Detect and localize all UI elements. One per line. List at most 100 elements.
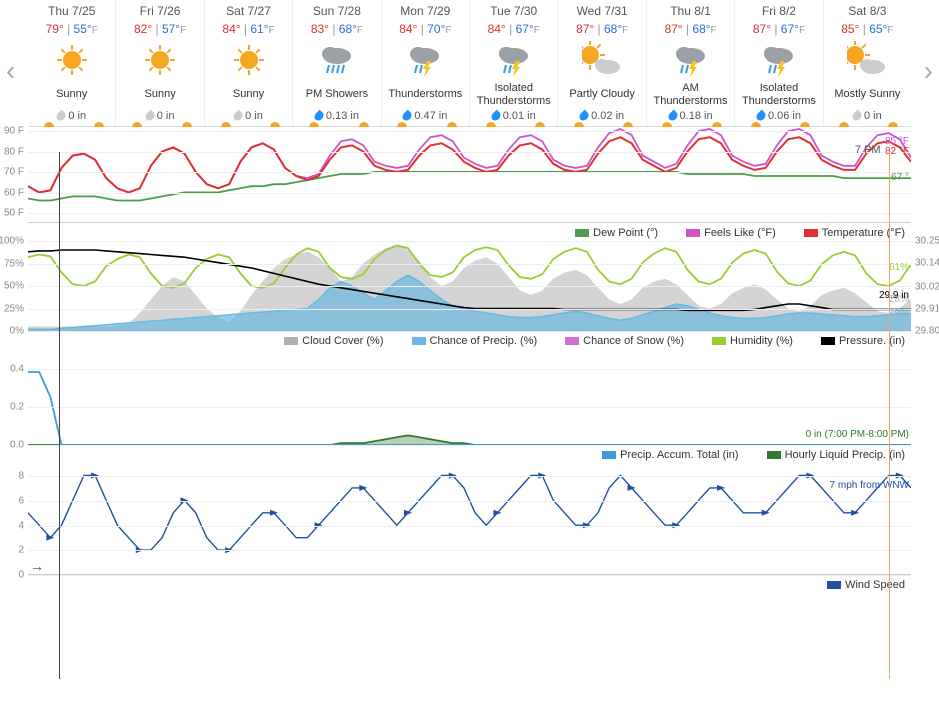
svg-text:→: → bbox=[30, 558, 44, 574]
legend-swatch bbox=[575, 229, 589, 237]
precip-amount: 0.47 in bbox=[384, 110, 467, 122]
end-time-marker bbox=[889, 152, 890, 679]
precip-drop-icon bbox=[313, 110, 326, 123]
chart: 0%25%50%75%100%29.8029.9130.0230.1430.25… bbox=[28, 241, 911, 331]
prev-arrow[interactable]: ‹ bbox=[6, 55, 15, 87]
temp-lo: 68° bbox=[604, 22, 622, 36]
day-temps: 79° | 55°F bbox=[30, 22, 113, 36]
legend-swatch bbox=[412, 337, 426, 345]
y-tick: 75% bbox=[4, 258, 24, 269]
precip-amount: 0 in bbox=[118, 110, 201, 122]
temp-lo: 70° bbox=[427, 22, 445, 36]
day-date: Thu 7/25 bbox=[30, 4, 113, 18]
day-temps: 82° | 57°F bbox=[118, 22, 201, 36]
precip-drop-icon bbox=[232, 110, 245, 123]
day-card[interactable]: Thu 7/25 79° | 55°F Sunny 0 in bbox=[28, 0, 116, 126]
y-tick: 8 bbox=[18, 470, 24, 481]
day-date: Fri 7/26 bbox=[118, 4, 201, 18]
precip-amount: 0.06 in bbox=[737, 110, 820, 122]
legend-item: Chance of Snow (%) bbox=[551, 335, 684, 347]
chart-legend: Dew Point (°)Feels Like (°F)Temperature … bbox=[28, 223, 911, 241]
temp-hi: 82° bbox=[134, 22, 152, 36]
condition-label: Isolated Thunderstorms bbox=[737, 82, 820, 108]
day-temps: 84° | 61°F bbox=[207, 22, 290, 36]
day-date: Sat 8/3 bbox=[826, 4, 909, 18]
temp-hi: 87° bbox=[753, 22, 771, 36]
series-end-label: 61% bbox=[889, 262, 909, 273]
temp-hi: 87° bbox=[664, 22, 682, 36]
day-date: Mon 7/29 bbox=[384, 4, 467, 18]
temp-hi: 85° bbox=[841, 22, 859, 36]
day-card[interactable]: Sun 7/28 83° | 68°F PM Showers 0.13 in bbox=[293, 0, 381, 126]
y-tick: 80 F bbox=[4, 146, 24, 157]
legend-swatch bbox=[827, 581, 841, 589]
y-tick: 0.0 bbox=[10, 440, 24, 451]
precip-drop-icon bbox=[55, 110, 68, 123]
legend-swatch bbox=[565, 337, 579, 345]
chart: 50 F60 F70 F80 F90 F 85 °F82 °F67 ° bbox=[28, 127, 911, 223]
legend-swatch bbox=[821, 337, 835, 345]
weather-icon bbox=[472, 40, 555, 80]
day-temps: 87° | 68°F bbox=[560, 22, 643, 36]
next-arrow[interactable]: › bbox=[924, 55, 933, 87]
weather-icon bbox=[649, 40, 732, 80]
y-tick: 6 bbox=[18, 495, 24, 506]
precip-amount: 0.02 in bbox=[560, 110, 643, 122]
series-end-label: 29.9 in bbox=[879, 290, 909, 301]
day-temps: 84° | 67°F bbox=[472, 22, 555, 36]
condition-label: Sunny bbox=[30, 82, 113, 108]
temp-lo: 68° bbox=[692, 22, 710, 36]
y-tick: 25% bbox=[4, 303, 24, 314]
chart: 02468 →7 mph from WNW bbox=[28, 463, 911, 575]
temp-hi: 83° bbox=[311, 22, 329, 36]
day-temps: 85° | 65°F bbox=[826, 22, 909, 36]
series-end-label: 19% bbox=[889, 308, 909, 319]
legend-item: Wind Speed bbox=[813, 579, 905, 591]
precip-amount: 0 in bbox=[826, 110, 909, 122]
legend-item: Hourly Liquid Precip. (in) bbox=[753, 449, 905, 461]
legend-swatch bbox=[804, 229, 818, 237]
condition-label: Isolated Thunderstorms bbox=[472, 82, 555, 108]
temp-hi: 87° bbox=[576, 22, 594, 36]
y-tick-right: 29.80 bbox=[915, 326, 939, 337]
day-card[interactable]: Sat 7/27 84° | 61°F Sunny 0 in bbox=[205, 0, 293, 126]
day-card[interactable]: Sat 8/3 85° | 65°F Mostly Sunny 0 in bbox=[824, 0, 911, 126]
legend-item: Chance of Precip. (%) bbox=[398, 335, 538, 347]
weather-icon bbox=[826, 40, 909, 80]
y-tick-right: 30.25 bbox=[915, 236, 939, 247]
temp-lo: 57° bbox=[162, 22, 180, 36]
temp-hi: 79° bbox=[46, 22, 64, 36]
temp-lo: 67° bbox=[516, 22, 534, 36]
y-tick-right: 29.91 bbox=[915, 304, 939, 315]
day-card[interactable]: Tue 7/30 84° | 67°F Isolated Thunderstor… bbox=[470, 0, 558, 126]
legend-item: Precip. Accum. Total (in) bbox=[588, 449, 738, 461]
y-tick: 60 F bbox=[4, 187, 24, 198]
y-tick: 50% bbox=[4, 281, 24, 292]
y-tick: 0.2 bbox=[10, 401, 24, 412]
temp-lo: 65° bbox=[869, 22, 887, 36]
temp-hi: 84° bbox=[488, 22, 506, 36]
chart: 0.00.20.4 0 in (7:00 PM-8:00 PM) bbox=[28, 349, 911, 445]
day-temps: 87° | 67°F bbox=[737, 22, 820, 36]
legend-item: Cloud Cover (%) bbox=[270, 335, 383, 347]
y-tick: 0 bbox=[18, 570, 24, 581]
legend-swatch bbox=[712, 337, 726, 345]
legend-item: Feels Like (°F) bbox=[672, 227, 776, 239]
day-card[interactable]: Wed 7/31 87° | 68°F Partly Cloudy 0.02 i… bbox=[558, 0, 646, 126]
precip-amount: 0.13 in bbox=[295, 110, 378, 122]
day-card[interactable]: Thu 8/1 87° | 68°F AM Thunderstorms 0.18… bbox=[647, 0, 735, 126]
chart-legend: Wind Speed bbox=[28, 575, 911, 593]
day-date: Sun 7/28 bbox=[295, 4, 378, 18]
precip-drop-icon bbox=[401, 110, 414, 123]
legend-item: Dew Point (°) bbox=[561, 227, 658, 239]
day-card[interactable]: Fri 7/26 82° | 57°F Sunny 0 in bbox=[116, 0, 204, 126]
chart-legend: Cloud Cover (%) Chance of Precip. (%) Chan… bbox=[28, 331, 911, 349]
temp-lo: 68° bbox=[339, 22, 357, 36]
y-tick: 4 bbox=[18, 520, 24, 531]
day-card[interactable]: Fri 8/2 87° | 67°F Isolated Thunderstorm… bbox=[735, 0, 823, 126]
day-card[interactable]: Mon 7/29 84° | 70°F Thunderstorms 0.47 i… bbox=[382, 0, 470, 126]
day-date: Fri 8/2 bbox=[737, 4, 820, 18]
precip-drop-icon bbox=[851, 110, 864, 123]
y-tick: 2 bbox=[18, 545, 24, 556]
precip-drop-icon bbox=[489, 110, 502, 123]
